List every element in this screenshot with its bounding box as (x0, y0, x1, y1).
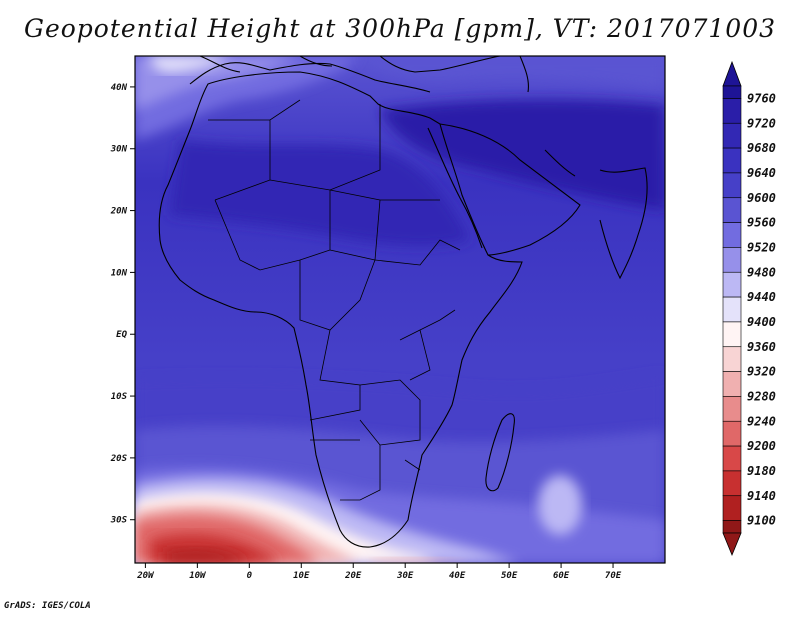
africa-coastline (158, 71, 523, 548)
x-tick-label: 20E (344, 571, 362, 581)
colorbar-swatch (722, 445, 742, 472)
caspian-persian-gulf (519, 56, 576, 177)
colorbar-swatch (722, 172, 742, 199)
colorbar-top-arrow (722, 60, 742, 87)
colorbar-swatch (722, 197, 742, 223)
x-tick-label: 60E (553, 571, 570, 581)
colorbar-swatch (722, 271, 742, 298)
x-tick-label: 20W (136, 571, 155, 581)
colorbar-label: 9280 (747, 389, 776, 403)
colorbar-swatch (722, 98, 742, 124)
x-tick-label: 70E (605, 571, 622, 581)
colorbar-label: 9240 (747, 414, 776, 428)
colorbar-swatch (722, 420, 742, 447)
arabian-peninsula-outline (439, 123, 581, 256)
colorbar-swatch (722, 520, 742, 534)
colorbar-swatch (722, 122, 742, 149)
colorbar-swatch (722, 495, 742, 521)
colorbar-label: 9140 (747, 489, 776, 503)
europe-coast (199, 56, 501, 73)
y-tick-label: EQ (116, 330, 127, 340)
red-sea-coast (427, 127, 483, 249)
colorbar-swatch (722, 396, 742, 422)
madagascar-outline (485, 413, 515, 492)
y-tick-label: 20S (110, 454, 128, 464)
mediterranean-coast (189, 62, 431, 93)
colorbar-label: 9720 (747, 116, 776, 130)
coastlines (158, 56, 648, 548)
colorbar-label: 9560 (747, 216, 776, 230)
colorbar-label: 9480 (747, 265, 776, 279)
country-borders (208, 99, 461, 501)
grads-credit: GrADS: IGES/COLA (4, 601, 91, 611)
colorbar-label: 9360 (747, 340, 776, 354)
colorbar-label: 9520 (747, 240, 776, 254)
colorbar-label: 9760 (747, 91, 776, 105)
colorbar-label: 9440 (747, 290, 776, 304)
y-axis: 40N 30N 20N 10N EQ 10S 20S 30S (110, 83, 135, 526)
colorbar-label: 9200 (747, 439, 776, 453)
colorbar-swatch (722, 321, 742, 348)
x-tick-label: 0 (247, 571, 253, 581)
colorbar-label: 9600 (747, 191, 776, 205)
india-outline (599, 167, 648, 280)
colorbar-label: 9680 (747, 141, 776, 155)
y-tick-label: 20N (110, 207, 128, 217)
x-tick-label: 50E (501, 571, 518, 581)
x-tick-label: 30E (396, 571, 414, 581)
y-tick-label: 40N (111, 83, 128, 93)
colorbar-label: 9180 (747, 464, 776, 478)
x-tick-label: 10W (189, 571, 207, 581)
colorbar-swatch (722, 222, 742, 248)
height-field (135, 56, 665, 563)
x-tick-label: 40E (449, 571, 466, 581)
colorbar-swatch (722, 470, 742, 497)
chart-title: Geopotential Height at 300hPa [gpm], VT:… (23, 14, 777, 43)
colorbar-swatch (722, 371, 742, 397)
plot-frame (134, 55, 666, 564)
colorbar-label: 9640 (747, 166, 776, 180)
colorbar: 9760 9720 9680 9640 9600 9560 9520 9480 9440 9400… (722, 60, 776, 557)
y-tick-label: 10S (111, 392, 128, 402)
colorbar-swatch (722, 85, 742, 99)
y-tick-label: 30N (110, 145, 128, 155)
colorbar-swatch (722, 147, 742, 174)
colorbar-swatch (722, 296, 742, 323)
colorbar-bottom-arrow (722, 532, 742, 557)
colorbar-label: 9320 (747, 365, 776, 379)
colorbar-swatch (722, 346, 742, 372)
y-tick-label: 10N (111, 268, 128, 278)
colorbar-label: 9100 (747, 514, 776, 528)
x-axis: 20W 10W 0 10E 20E 30E 40E 50E 60E 70E (136, 563, 622, 581)
y-tick-label: 30S (110, 516, 128, 526)
x-tick-label: 10E (293, 571, 310, 581)
colorbar-swatch (722, 247, 742, 273)
colorbar-label: 9400 (747, 315, 776, 329)
